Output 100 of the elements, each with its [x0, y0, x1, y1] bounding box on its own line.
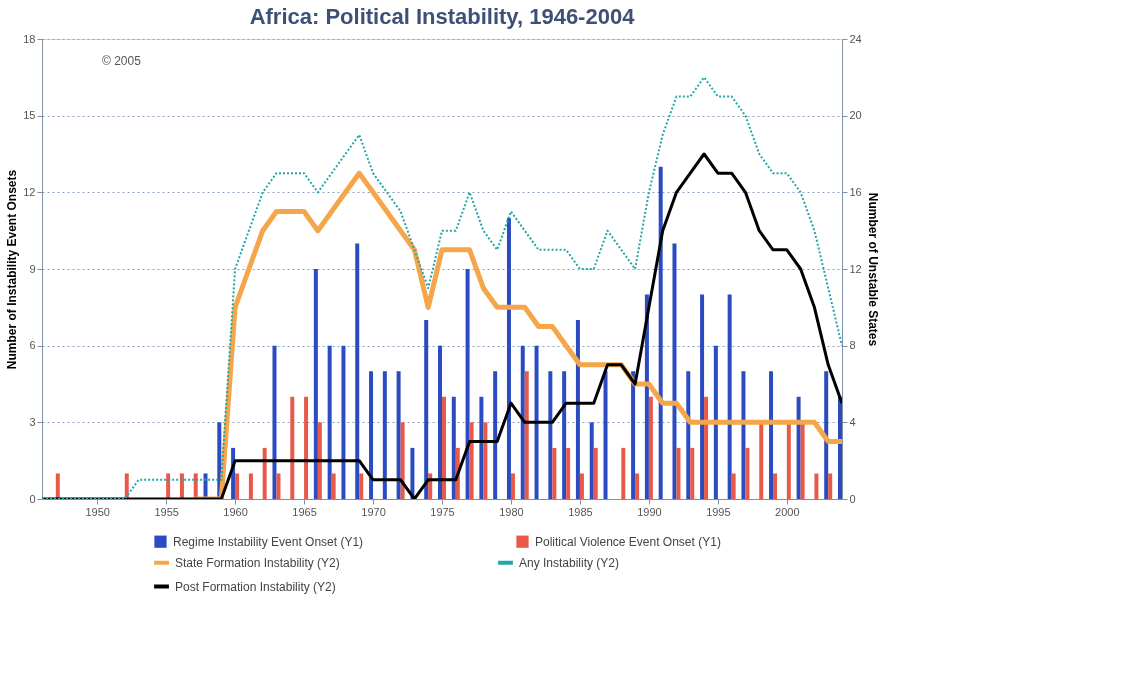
bar: [562, 371, 567, 499]
bar: [548, 371, 553, 499]
y2-tick-label: 8: [849, 339, 856, 352]
y2-axis-title: Number of Unstable States: [865, 192, 880, 347]
bar: [510, 473, 515, 499]
bar: [465, 269, 470, 499]
x-tick-label: 1995: [706, 505, 731, 518]
bar: [769, 371, 774, 499]
bar: [424, 320, 429, 499]
legend-label: Regime Instability Event Onset (Y1): [173, 534, 364, 549]
bar: [672, 243, 677, 499]
bar: [727, 294, 732, 499]
bar: [451, 396, 456, 499]
x-tick-label: 1985: [568, 505, 593, 518]
bar: [272, 345, 277, 499]
bar: [248, 473, 253, 499]
bar: [690, 447, 695, 499]
bar: [828, 473, 833, 499]
x-tick-label: 2000: [775, 505, 800, 518]
bar: [369, 371, 374, 499]
bar: [676, 447, 681, 499]
bar: [493, 371, 498, 499]
x-tick-label: 1960: [223, 505, 248, 518]
x-tick-label: 1975: [430, 505, 455, 518]
y-tick-label: 18: [23, 32, 36, 45]
bar: [400, 422, 405, 499]
y2-tick-label: 4: [849, 415, 856, 428]
bar: [786, 422, 791, 499]
bar: [290, 396, 295, 499]
y-tick-label: 3: [29, 415, 36, 428]
bar: [442, 396, 446, 499]
bar: [331, 473, 336, 499]
x-tick-label: 1970: [361, 505, 386, 518]
bar: [635, 473, 640, 499]
bar: [166, 473, 171, 499]
bar: [327, 345, 332, 499]
x-tick-label: 1980: [499, 505, 524, 518]
legend-label: Post Formation Instability (Y2): [175, 579, 336, 594]
bar: [479, 396, 484, 499]
y-tick-label: 6: [29, 339, 36, 352]
y-axis-title: Number of Instability Event Onsets: [5, 169, 20, 370]
bar: [589, 422, 594, 499]
x-tick-label: 1955: [154, 505, 179, 518]
bar: [731, 473, 736, 499]
bar: [800, 422, 805, 499]
legend-label: Political Violence Event Onset (Y1): [535, 534, 721, 549]
bar: [824, 371, 829, 499]
bar: [304, 396, 309, 499]
bar: [773, 473, 778, 499]
y2-tick-label: 0: [849, 492, 856, 505]
bar: [713, 345, 718, 499]
x-tick-label: 1950: [85, 505, 110, 518]
bar: [438, 345, 442, 499]
chart-title: Africa: Political Instability, 1946-2004: [249, 4, 636, 29]
bar: [838, 396, 842, 499]
bar: [759, 422, 764, 499]
x-tick-label: 1965: [292, 505, 317, 518]
bar: [704, 396, 709, 499]
bar: [648, 396, 653, 499]
bar: [355, 243, 360, 499]
bar: [396, 371, 401, 499]
bar: [410, 447, 415, 499]
bar: [593, 447, 598, 499]
bar: [745, 447, 750, 499]
bar: [658, 166, 663, 499]
bar: [552, 447, 557, 499]
bar: [686, 371, 691, 499]
bar: [483, 422, 488, 499]
legend-label: State Formation Instability (Y2): [175, 555, 340, 570]
bar: [276, 473, 281, 499]
bar: [262, 447, 267, 499]
bar: [579, 473, 584, 499]
bar: [621, 447, 626, 499]
y2-tick-label: 24: [849, 32, 862, 45]
legend-label: Any Instability (Y2): [519, 555, 620, 570]
bar: [575, 320, 580, 499]
bar: [534, 345, 539, 499]
y-tick-label: 12: [23, 185, 36, 198]
bar: [506, 217, 511, 499]
bar: [341, 345, 346, 499]
y-tick-label: 15: [23, 109, 36, 122]
y2-tick-label: 12: [849, 262, 862, 275]
bar: [524, 371, 529, 499]
bar: [700, 294, 705, 499]
bar: [603, 371, 608, 499]
bar: [741, 371, 746, 499]
bar: [631, 371, 636, 499]
bar: [313, 269, 318, 499]
y-tick-label: 0: [29, 492, 36, 505]
bar: [796, 396, 801, 499]
bar: [317, 422, 322, 499]
x-tick-label: 1990: [637, 505, 662, 518]
y-tick-label: 9: [29, 262, 36, 275]
bar: [566, 447, 571, 499]
bar: [55, 473, 60, 499]
bar: [814, 473, 819, 499]
bar: [382, 371, 387, 499]
y2-tick-label: 16: [849, 185, 862, 198]
annotation: © 2005: [102, 54, 142, 68]
bar: [469, 422, 474, 499]
